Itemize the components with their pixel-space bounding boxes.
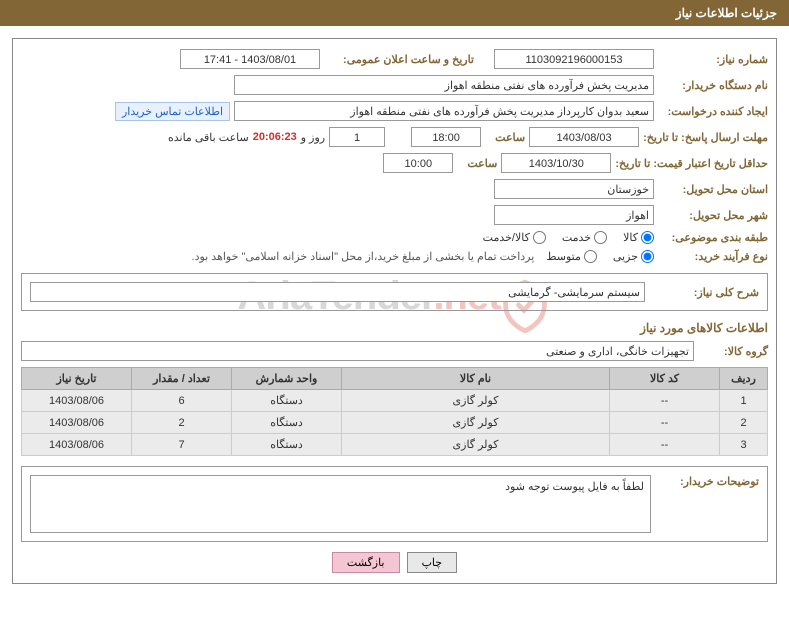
requester-field: سعید بدوان کارپرداز مدیریت پخش فرآورده ه… (234, 101, 654, 121)
radio-medium[interactable]: متوسط (546, 250, 597, 263)
cell-row: 3 (720, 434, 768, 456)
need-no-field: 1103092196000153 (494, 49, 654, 69)
description-panel: شرح کلی نیاز: سیستم سرمایشی- گرمایشی (21, 273, 768, 311)
need-no-label: شماره نیاز: (658, 53, 768, 66)
announce-label: تاریخ و ساعت اعلان عمومی: (324, 53, 474, 66)
reply-date-field: 1403/08/03 (529, 127, 639, 147)
time-label-1: ساعت (485, 131, 525, 144)
cell-date: 1403/08/06 (22, 390, 132, 412)
table-header-row: ردیف کد کالا نام کالا واحد شمارش تعداد /… (22, 368, 768, 390)
validity-date-field: 1403/10/30 (501, 153, 611, 173)
items-table: ردیف کد کالا نام کالا واحد شمارش تعداد /… (21, 367, 768, 456)
cell-date: 1403/08/06 (22, 412, 132, 434)
cell-unit: دستگاه (232, 434, 342, 456)
table-row: 3 -- کولر گازی دستگاه 7 1403/08/06 (22, 434, 768, 456)
radio-service-input[interactable] (594, 231, 607, 244)
cell-unit: دستگاه (232, 390, 342, 412)
cell-row: 2 (720, 412, 768, 434)
cell-name: کولر گازی (342, 434, 610, 456)
buyer-notes-panel: توضیحات خریدار: لطفاً به فایل پیوست توجه… (21, 466, 768, 542)
page-title: جزئیات اطلاعات نیاز (676, 6, 777, 20)
row-category: طبقه بندی موضوعی: کالا خدمت کالا/خدمت (21, 231, 768, 244)
row-city: شهر محل تحویل: اهواز (21, 205, 768, 225)
radio-partial-input[interactable] (641, 250, 654, 263)
page-header: جزئیات اطلاعات نیاز (0, 0, 789, 26)
reply-deadline-label: مهلت ارسال پاسخ: تا تاریخ: (643, 131, 768, 144)
validity-time-field: 10:00 (383, 153, 453, 173)
city-field: اهواز (494, 205, 654, 225)
group-label: گروه کالا: (698, 345, 768, 358)
radio-service[interactable]: خدمت (562, 231, 607, 244)
desc-label: شرح کلی نیاز: (649, 286, 759, 299)
row-group: گروه کالا: تجهیزات خانگی، اداری و صنعتی (21, 341, 768, 361)
cell-date: 1403/08/06 (22, 434, 132, 456)
group-field: تجهیزات خانگی، اداری و صنعتی (21, 341, 694, 361)
radio-goods-input[interactable] (641, 231, 654, 244)
remaining-label: ساعت باقی مانده (168, 131, 249, 144)
cell-qty: 7 (132, 434, 232, 456)
buyer-notes-label: توضیحات خریدار: (659, 475, 759, 533)
days-field: 1 (329, 127, 385, 147)
table-row: 1 -- کولر گازی دستگاه 6 1403/08/06 (22, 390, 768, 412)
table-body: 1 -- کولر گازی دستگاه 6 1403/08/06 2 -- … (22, 390, 768, 456)
table-row: 2 -- کولر گازی دستگاه 2 1403/08/06 (22, 412, 768, 434)
category-label: طبقه بندی موضوعی: (658, 231, 768, 244)
th-code: کد کالا (610, 368, 720, 390)
cell-qty: 2 (132, 412, 232, 434)
row-province: استان محل تحویل: خوزستان (21, 179, 768, 199)
th-row: ردیف (720, 368, 768, 390)
cell-code: -- (610, 412, 720, 434)
desc-field: سیستم سرمایشی- گرمایشی (30, 282, 645, 302)
cell-name: کولر گازی (342, 412, 610, 434)
th-name: نام کالا (342, 368, 610, 390)
city-label: شهر محل تحویل: (658, 209, 768, 222)
province-label: استان محل تحویل: (658, 183, 768, 196)
radio-medium-input[interactable] (584, 250, 597, 263)
cell-code: -- (610, 434, 720, 456)
cell-unit: دستگاه (232, 412, 342, 434)
category-radio-group: کالا خدمت کالا/خدمت (483, 231, 654, 244)
th-qty: تعداد / مقدار (132, 368, 232, 390)
province-field: خوزستان (494, 179, 654, 199)
back-button[interactable]: بازگشت (332, 552, 400, 573)
buyer-notes-box: لطفاً به فایل پیوست توجه شود (30, 475, 651, 533)
buyer-org-field: مدیریت پخش فرآورده های نفتی منطقه اهواز (234, 75, 654, 95)
row-buyer-org: نام دستگاه خریدار: مدیریت پخش فرآورده ها… (21, 75, 768, 95)
print-button[interactable]: چاپ (407, 552, 458, 573)
cell-qty: 6 (132, 390, 232, 412)
announce-field: 1403/08/01 - 17:41 (180, 49, 320, 69)
cell-row: 1 (720, 390, 768, 412)
time-label-2: ساعت (457, 157, 497, 170)
day-and-label: روز و (301, 131, 325, 144)
requester-label: ایجاد کننده درخواست: (658, 105, 768, 118)
reply-time-field: 18:00 (411, 127, 481, 147)
row-reply-deadline: مهلت ارسال پاسخ: تا تاریخ: 1403/08/03 سا… (21, 127, 768, 147)
purchase-type-label: نوع فرآیند خرید: (658, 250, 768, 263)
row-requester: ایجاد کننده درخواست: سعید بدوان کارپرداز… (21, 101, 768, 121)
buyer-org-label: نام دستگاه خریدار: (658, 79, 768, 92)
contact-buyer-link[interactable]: اطلاعات تماس خریدار (115, 102, 230, 121)
th-date: تاریخ نیاز (22, 368, 132, 390)
radio-goods[interactable]: کالا (623, 231, 654, 244)
payment-note: پرداخت تمام یا بخشی از مبلغ خرید،از محل … (192, 250, 535, 263)
button-row: چاپ بازگشت (21, 552, 768, 573)
cell-code: -- (610, 390, 720, 412)
row-need-number: شماره نیاز: 1103092196000153 تاریخ و ساع… (21, 49, 768, 69)
items-section-title: اطلاعات کالاهای مورد نیاز (21, 321, 768, 335)
radio-both[interactable]: کالا/خدمت (483, 231, 546, 244)
purchase-type-radio-group: جزیی متوسط (546, 250, 654, 263)
row-purchase-type: نوع فرآیند خرید: جزیی متوسط پرداخت تمام … (21, 250, 768, 263)
radio-partial[interactable]: جزیی (613, 250, 654, 263)
main-panel: AriaTender.net شماره نیاز: 1103092196000… (12, 38, 777, 584)
countdown: 20:06:23 (253, 131, 297, 143)
cell-name: کولر گازی (342, 390, 610, 412)
radio-both-input[interactable] (533, 231, 546, 244)
th-unit: واحد شمارش (232, 368, 342, 390)
row-validity: حداقل تاریخ اعتبار قیمت: تا تاریخ: 1403/… (21, 153, 768, 173)
validity-label: حداقل تاریخ اعتبار قیمت: تا تاریخ: (615, 157, 768, 170)
